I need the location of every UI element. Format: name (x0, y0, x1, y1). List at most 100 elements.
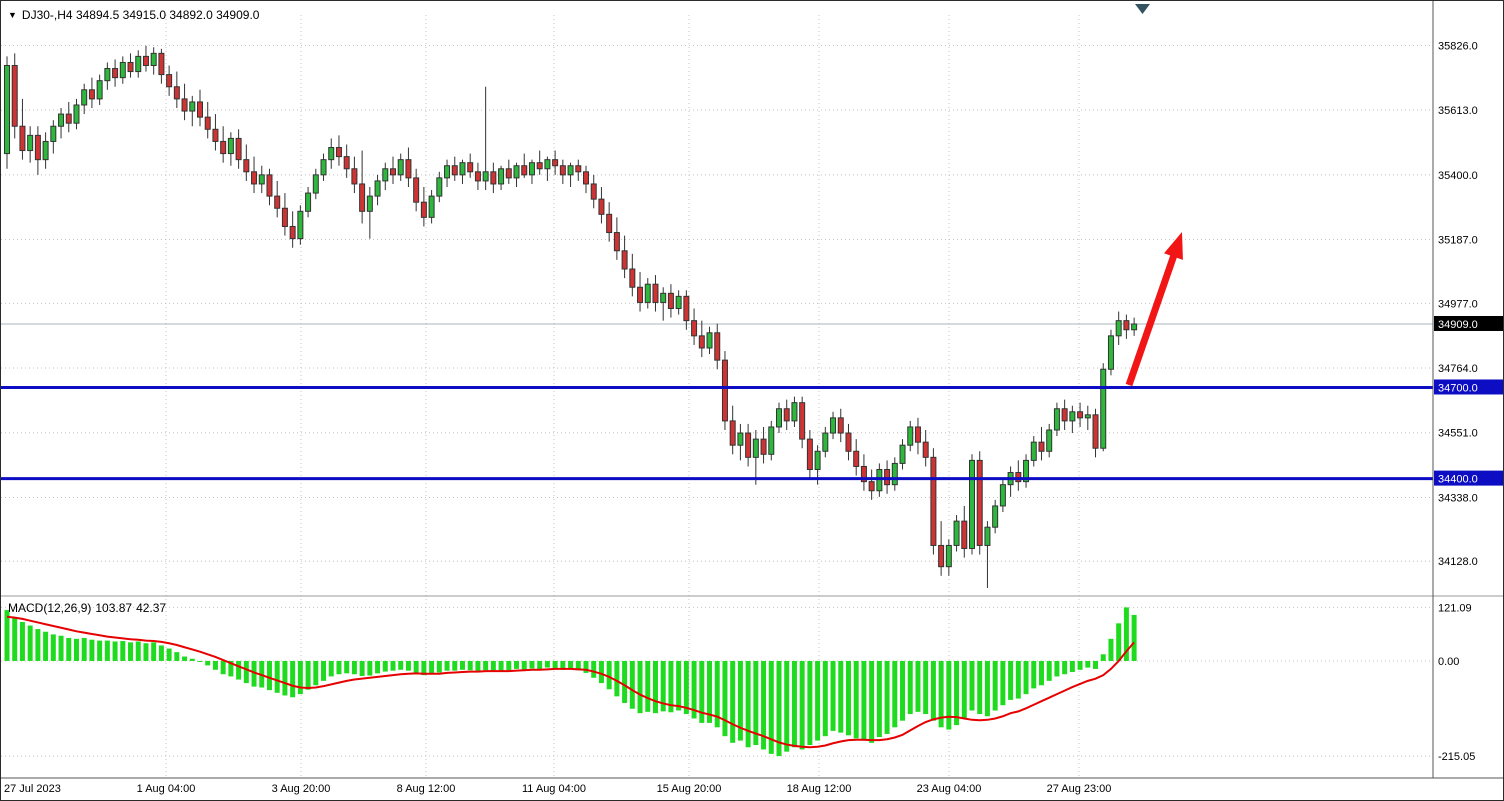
macd-bar (1116, 623, 1122, 661)
macd-bar (66, 637, 72, 661)
bull-candle (50, 125, 57, 142)
macd-bar (297, 660, 303, 695)
bear-candle (884, 468, 891, 486)
macd-bar (452, 660, 458, 671)
bear-candle (1092, 414, 1099, 449)
bull-candle (58, 113, 65, 127)
bull-candle (119, 61, 126, 79)
macd-bar (498, 660, 504, 672)
bear-candle (714, 332, 721, 361)
bull-candle (660, 292, 667, 303)
bear-candle (65, 113, 72, 124)
bear-candle (760, 438, 767, 455)
current-price-badge-label: 34909.0 (1438, 319, 1478, 331)
macd-bar (405, 660, 411, 671)
bull-candle (737, 432, 744, 446)
bull-candle (1107, 335, 1114, 370)
macd-bar (861, 660, 867, 741)
bull-candle (999, 484, 1006, 507)
macd-bar (544, 660, 550, 668)
macd-bar (429, 660, 435, 675)
macd-bar (444, 660, 450, 671)
macd-tick-label: 0.00 (1438, 656, 1459, 668)
bear-candle (976, 459, 983, 546)
macd-bar (869, 660, 875, 743)
bull-candle (374, 180, 381, 197)
macd-bar (475, 660, 481, 672)
bull-candle (444, 165, 451, 179)
bull-candle (768, 426, 775, 455)
bear-candle (142, 55, 149, 66)
bear-candle (289, 225, 296, 240)
macd-bar (946, 660, 952, 730)
price-tick-label: 35400.0 (1438, 170, 1478, 182)
macd-bar (19, 622, 25, 661)
bear-candle (343, 156, 350, 170)
macd-bar (537, 660, 543, 670)
macd-bar (938, 660, 944, 728)
macd-bar (815, 660, 821, 741)
bull-candle (945, 544, 952, 568)
macd-bar (930, 660, 936, 721)
macd-tick-label: -215.05 (1438, 751, 1475, 763)
macd-bar (328, 660, 334, 677)
macd-bar (112, 641, 118, 661)
trend-arrow-head[interactable] (1164, 232, 1183, 260)
bear-candle (629, 268, 636, 288)
macd-bar (1108, 638, 1114, 661)
macd-main-value: 103.87 (95, 601, 133, 615)
trend-arrow-shaft[interactable] (1125, 251, 1179, 387)
macd-bar (521, 660, 527, 670)
time-label: 8 Aug 12:00 (397, 783, 456, 795)
bull-candle (891, 462, 898, 486)
macd-bar (614, 660, 620, 697)
bear-candle (351, 168, 358, 185)
bear-candle (606, 213, 613, 234)
macd-bar (776, 660, 782, 757)
bear-candle (637, 286, 644, 303)
macd-bar (676, 660, 682, 711)
bull-candle (104, 68, 111, 82)
bull-candle (1046, 429, 1053, 452)
macd-bar (467, 660, 473, 671)
bear-candle (1038, 441, 1045, 452)
bull-candle (1084, 414, 1091, 419)
collapse-triangle-icon[interactable]: ▼ (8, 9, 17, 20)
bear-candle (451, 165, 458, 176)
macd-bar (128, 642, 134, 661)
macd-bar (1008, 660, 1014, 700)
macd-bar (1131, 614, 1137, 661)
macd-bar (876, 660, 882, 738)
bull-candle (436, 177, 443, 197)
bear-candle (181, 98, 188, 112)
macd-bar (637, 660, 643, 714)
macd-bar (761, 660, 767, 750)
bear-candle (251, 171, 258, 185)
macd-bar (954, 660, 960, 726)
macd-bar (290, 660, 296, 698)
macd-bar (845, 660, 851, 736)
bear-candle (359, 183, 366, 212)
bear-candle (837, 417, 844, 434)
bear-candle (961, 520, 968, 549)
macd-bar (560, 660, 566, 670)
macd-bar (12, 617, 18, 661)
macd-bar (382, 660, 388, 672)
macd-bar (622, 660, 628, 703)
macd-bar (1046, 660, 1052, 681)
level-price-badge-label: 34400.0 (1438, 474, 1478, 486)
macd-bar (205, 660, 211, 666)
macd-bar (900, 660, 906, 721)
bull-candle (498, 168, 505, 185)
macd-bar (197, 660, 203, 662)
bull-candle (297, 210, 304, 240)
macd-bar (1100, 654, 1106, 661)
bear-candle (1015, 472, 1022, 483)
bear-candle (467, 162, 474, 173)
bull-candle (544, 159, 551, 170)
bear-candle (575, 165, 582, 173)
macd-bar (591, 660, 597, 678)
symbol-info: ▼ DJ30-,H4 34894.5 34915.0 34892.0 34909… (8, 8, 259, 22)
bear-candle (667, 292, 674, 310)
